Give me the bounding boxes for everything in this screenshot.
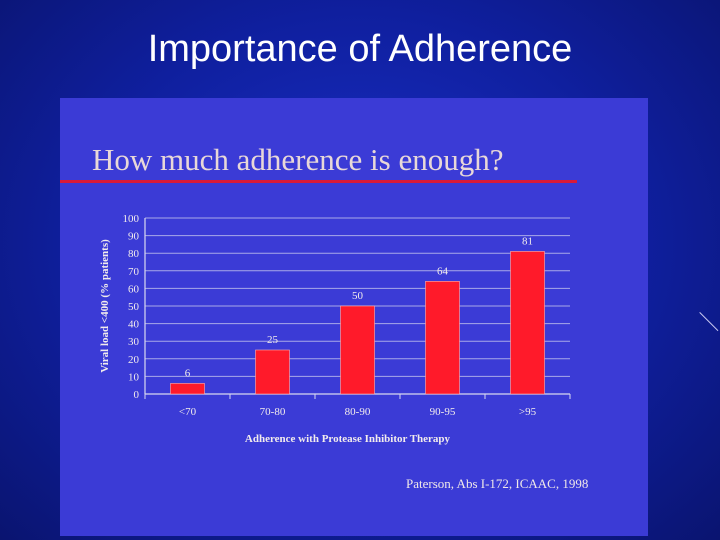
y-tick-label: 40 bbox=[128, 319, 140, 331]
y-axis-label: Viral load <400 (% patients) bbox=[99, 239, 111, 373]
y-tick-label: 30 bbox=[128, 336, 140, 348]
title-underline bbox=[60, 180, 577, 183]
slide-title: Importance of Adherence bbox=[147, 28, 573, 70]
bar bbox=[510, 251, 545, 395]
y-tick-label: 20 bbox=[128, 354, 140, 366]
gridlines bbox=[145, 217, 570, 377]
chart-panel: How much adherence is enough? 0 10 20 30 40 5… bbox=[60, 98, 648, 536]
panel-title: How much adherence is enough? bbox=[92, 142, 504, 177]
x-tick-label: >95 bbox=[519, 406, 537, 418]
x-tick-labels: <70 70-80 80-90 90-95 >95 bbox=[179, 406, 537, 418]
bar bbox=[170, 383, 205, 395]
data-label: 64 bbox=[437, 265, 449, 277]
y-tick-label: 90 bbox=[128, 231, 140, 243]
data-labels: 6 25 50 64 81 bbox=[185, 235, 533, 379]
bar bbox=[255, 349, 290, 395]
bar-chart: 0 10 20 30 40 50 60 70 80 90 100 6 25 50 64 81 <70 70-8… bbox=[99, 213, 571, 445]
data-label: 25 bbox=[267, 334, 279, 346]
bar bbox=[425, 281, 460, 395]
y-tick-label: 10 bbox=[128, 371, 140, 383]
x-tick-label: 70-80 bbox=[260, 406, 286, 418]
bars bbox=[170, 251, 545, 395]
y-tick-label: 80 bbox=[128, 248, 140, 260]
y-tick-labels: 0 10 20 30 40 50 60 70 80 90 100 bbox=[123, 213, 140, 401]
x-axis-label: Adherence with Protease Inhibitor Therap… bbox=[245, 433, 451, 445]
y-tick-label: 60 bbox=[128, 283, 140, 295]
data-label: 50 bbox=[352, 290, 364, 302]
y-tick-label: 100 bbox=[123, 213, 140, 225]
citation: Paterson, Abs I-172, ICAAC, 1998 bbox=[406, 476, 589, 491]
bar bbox=[340, 305, 375, 395]
x-tick-label: <70 bbox=[179, 406, 197, 418]
y-tick-label: 0 bbox=[134, 389, 140, 401]
y-tick-label: 70 bbox=[128, 266, 140, 278]
x-tick-label: 80-90 bbox=[345, 406, 371, 418]
data-label: 6 bbox=[185, 367, 191, 379]
data-label: 81 bbox=[522, 235, 533, 247]
y-tick-label: 50 bbox=[128, 301, 140, 313]
x-tick-label: 90-95 bbox=[430, 406, 456, 418]
decorative-line bbox=[699, 312, 719, 332]
